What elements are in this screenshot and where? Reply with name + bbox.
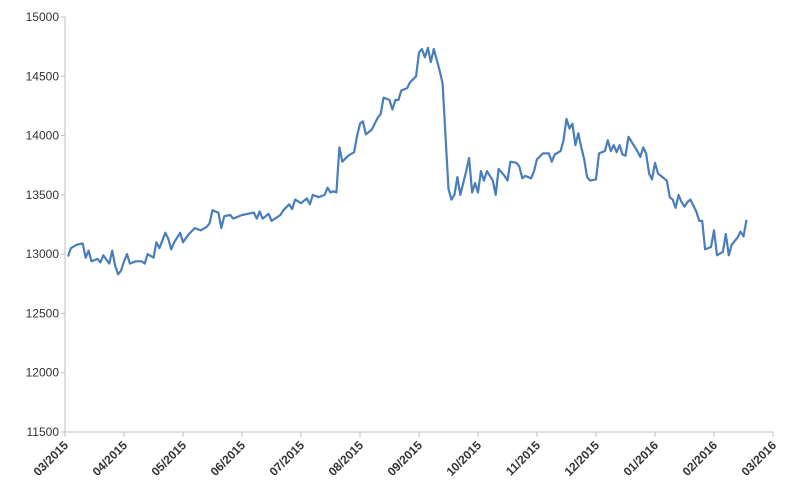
y-tick-label: 12000: [26, 366, 60, 380]
x-tick-label: 07/2015: [267, 438, 308, 479]
x-tick-label: 02/2016: [680, 438, 721, 479]
x-tick-label: 10/2015: [444, 438, 485, 479]
x-tick-label: 03/2016: [739, 438, 780, 479]
y-tick-label: 15000: [26, 10, 60, 24]
x-tick-label: 12/2015: [562, 438, 603, 479]
x-tick-label: 08/2015: [326, 438, 367, 479]
y-tick-label: 13500: [26, 188, 60, 202]
y-tick-label: 12500: [26, 306, 60, 320]
price-line: [66, 46, 748, 276]
x-tick-label: 09/2015: [385, 438, 426, 479]
y-tick-label: 11500: [27, 425, 60, 439]
x-tick-label: 05/2015: [149, 438, 190, 479]
x-tick-label: 04/2015: [90, 438, 131, 479]
y-tick-label: 14500: [26, 69, 60, 83]
x-tick-label: 11/2015: [503, 438, 543, 478]
y-tick-label: 14000: [26, 129, 60, 143]
x-tick-label: 06/2015: [208, 438, 249, 479]
x-tick-label: 03/2015: [31, 438, 72, 479]
y-tick-label: 13000: [26, 247, 60, 261]
x-tick-label: 01/2016: [621, 438, 662, 479]
